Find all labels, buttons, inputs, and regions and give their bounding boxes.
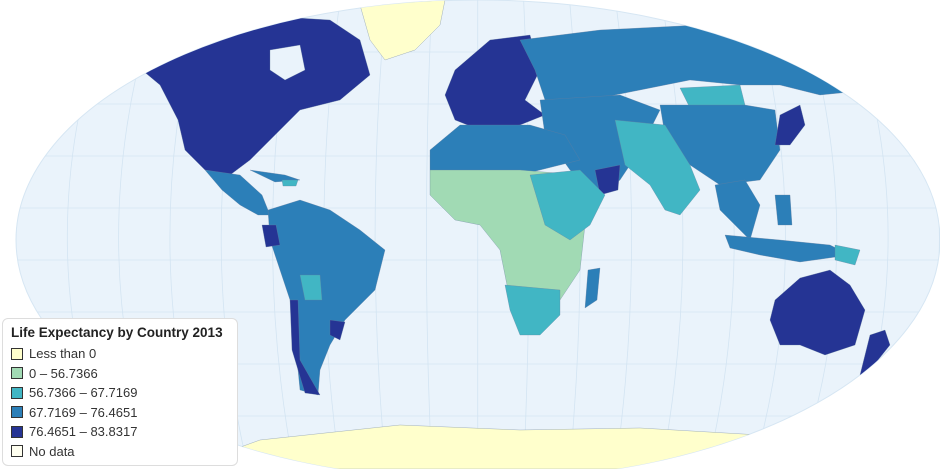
new-zealand[interactable] (859, 329, 891, 376)
legend-label: 76.4651 – 83.8317 (29, 424, 138, 440)
meridian (374, 0, 387, 469)
png[interactable] (834, 244, 861, 266)
legend-item[interactable]: 0 – 56.7366 (11, 364, 229, 384)
legend-item[interactable]: 76.4651 – 83.8317 (11, 422, 229, 442)
legend-item[interactable]: Less than 0 (11, 344, 229, 364)
legend-label: 56.7366 – 67.7169 (29, 385, 138, 401)
legend-item[interactable]: 56.7366 – 67.7169 (11, 383, 229, 403)
legend-swatch (11, 425, 23, 438)
east-africa[interactable] (529, 169, 606, 241)
legend-item[interactable]: 67.7169 – 76.4651 (11, 403, 229, 423)
philippines[interactable] (774, 194, 793, 226)
greenland[interactable] (359, 0, 446, 61)
meridian (426, 0, 433, 469)
southern-africa[interactable] (504, 284, 561, 336)
legend-swatch (11, 386, 23, 399)
cuba-caribbean[interactable] (249, 169, 301, 183)
legend-swatch (11, 347, 23, 360)
legend-swatch (11, 367, 23, 380)
australia[interactable] (769, 269, 866, 356)
legend: Life Expectancy by Country 2013 Less tha… (2, 318, 238, 466)
indonesia[interactable] (724, 234, 851, 263)
mongolia[interactable] (679, 84, 746, 109)
legend-label: No data (29, 443, 75, 459)
legend-swatch (11, 406, 23, 419)
central-america[interactable] (204, 169, 271, 216)
legend-swatch (11, 445, 23, 458)
uruguay[interactable] (329, 319, 346, 341)
countries (124, 0, 901, 469)
legend-item[interactable]: No data (11, 442, 229, 462)
legend-label: 67.7169 – 76.4651 (29, 404, 138, 420)
north-america[interactable] (124, 14, 371, 176)
legend-label: Less than 0 (29, 346, 97, 362)
madagascar[interactable] (584, 267, 601, 309)
ecuador[interactable] (261, 224, 281, 248)
bolivia[interactable] (299, 274, 323, 301)
oman[interactable] (594, 164, 621, 196)
hudson-bay (269, 44, 306, 81)
chile-argentina-south[interactable] (289, 299, 321, 396)
legend-title: Life Expectancy by Country 2013 (11, 325, 223, 340)
india-south-asia[interactable] (614, 119, 701, 216)
legend-label: 0 – 56.7366 (29, 365, 98, 381)
japan[interactable] (774, 104, 806, 146)
haiti[interactable] (281, 179, 299, 187)
